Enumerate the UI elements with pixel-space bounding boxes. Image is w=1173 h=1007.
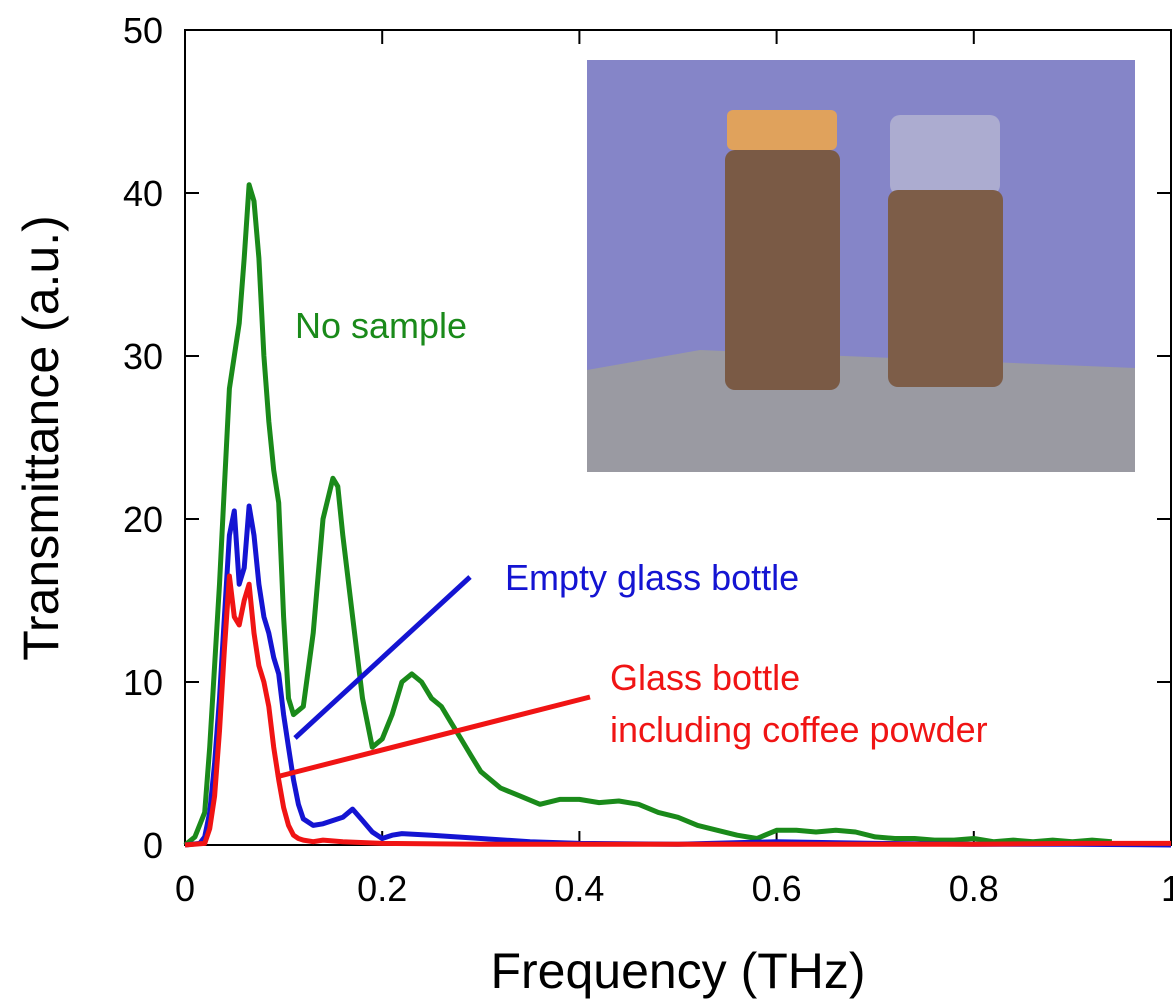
annotation-empty-glass-bottle: Empty glass bottle bbox=[505, 557, 799, 598]
x-tick-label: 0.6 bbox=[752, 868, 802, 909]
y-tick-label: 30 bbox=[123, 336, 163, 377]
y-tick-label: 50 bbox=[123, 10, 163, 51]
annotation-glass-bottle: Glass bottle bbox=[610, 657, 800, 698]
x-tick-label: 1 bbox=[1161, 868, 1173, 909]
y-tick-label: 40 bbox=[123, 173, 163, 214]
x-tick-label: 0 bbox=[175, 868, 195, 909]
x-tick-label: 0.4 bbox=[554, 868, 604, 909]
jar-lid bbox=[727, 110, 837, 150]
empty-bottle-leader-line bbox=[293, 575, 472, 740]
series-line-glass-bottle-coffee-powder bbox=[184, 573, 1171, 848]
jar-right bbox=[888, 190, 1003, 387]
y-tick-label: 10 bbox=[123, 662, 163, 703]
y-tick-label: 0 bbox=[143, 825, 163, 866]
coffee-bottle-leader-line bbox=[275, 694, 591, 780]
jar-left bbox=[725, 150, 840, 390]
annotation-including-coffee-powder: including coffee powder bbox=[610, 709, 988, 750]
x-axis-label: Frequency (THz) bbox=[490, 943, 865, 999]
jar-right-top bbox=[890, 115, 1000, 195]
y-tick-label: 20 bbox=[123, 499, 163, 540]
inset-photo bbox=[587, 60, 1135, 472]
series-lines bbox=[183, 182, 1172, 848]
y-axis-label: Transmittance (a.u.) bbox=[13, 215, 69, 661]
annotation-no-sample: No sample bbox=[295, 305, 467, 346]
series-line-empty-glass-bottle bbox=[184, 503, 1172, 848]
series-line-no-sample bbox=[183, 182, 1113, 847]
x-tick-label: 0.8 bbox=[949, 868, 999, 909]
x-tick-label: 0.2 bbox=[357, 868, 407, 909]
